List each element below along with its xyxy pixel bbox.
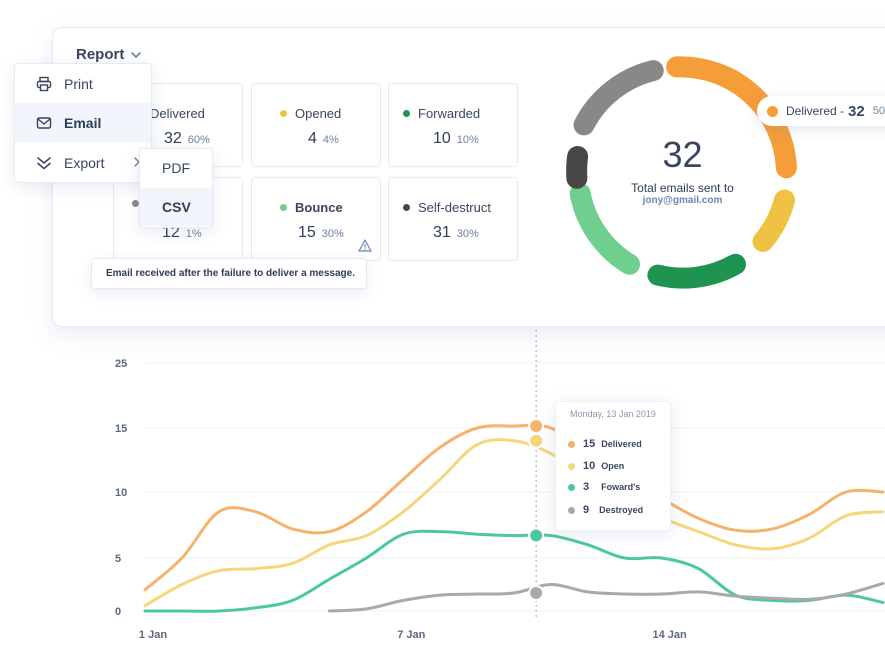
mail-icon	[36, 116, 52, 129]
stat-percent: 10%	[456, 134, 479, 146]
donut-segment-forwarded	[647, 253, 746, 289]
tooltip-date: Monday, 13 Jan 2019	[570, 409, 656, 419]
report-dropdown[interactable]: Report	[76, 46, 142, 63]
chart-tooltip: Monday, 13 Jan 2019 15 Delivered 10 Open…	[555, 401, 671, 531]
series-line-delivered	[143, 423, 885, 592]
donut-chart	[566, 56, 797, 289]
tooltip-value: 10	[583, 460, 596, 472]
pill-label: Delivered -	[786, 104, 845, 118]
tooltip-value: 3	[583, 481, 590, 493]
delivered-dot-icon	[767, 105, 778, 117]
donut-segment-self-destruct	[566, 146, 589, 189]
pill-percent: 50	[872, 105, 885, 117]
stat-card-opened[interactable]: Opened 4 4%	[251, 83, 381, 167]
x-tick-label: 14 Jan	[652, 629, 687, 641]
x-tick-label: 1 Jan	[139, 629, 167, 641]
menu-item-email[interactable]: Email	[15, 103, 151, 142]
y-tick-label: 15	[115, 423, 127, 435]
y-tick-label: 0	[115, 606, 121, 618]
stat-percent: 60%	[187, 134, 210, 146]
stat-label: Opened	[295, 106, 342, 121]
series-line-destroyed	[328, 581, 885, 613]
report-title: Report	[76, 46, 125, 63]
stat-value: 32	[164, 130, 182, 147]
stat-value: 12	[162, 224, 180, 241]
hover-marker[interactable]	[528, 432, 545, 449]
tooltip-label: Foward's	[601, 482, 641, 492]
delivered-pill: Delivered - 32 50	[757, 96, 885, 126]
stat-value: 31	[433, 224, 451, 241]
menu-item-print[interactable]: Print	[15, 64, 151, 103]
stat-card-bounce[interactable]: Bounce 15 30%	[251, 177, 381, 261]
donut-email: jony@gmail.com	[642, 195, 723, 206]
donut-segment-bounce	[569, 183, 640, 275]
delivered-dot-icon	[568, 440, 575, 448]
menu-item-label: Export	[64, 154, 105, 171]
donut-segment-opened	[752, 189, 795, 252]
report-menu: Print Email Export	[14, 63, 152, 183]
stat-percent: 4%	[322, 134, 339, 146]
export-submenu: PDF CSV	[139, 148, 213, 228]
stat-card-self-destruct[interactable]: Self-destruct 31 30%	[388, 177, 518, 261]
tooltip-label: Open	[601, 461, 625, 471]
stat-label: Bounce	[295, 200, 343, 215]
forwards-dot-icon	[568, 483, 575, 491]
x-tick-label: 7 Jan	[397, 629, 425, 641]
opened-dot-icon	[280, 110, 287, 117]
donut-segment-delivered	[666, 56, 797, 179]
export-icon	[37, 156, 51, 170]
printer-icon	[36, 76, 52, 91]
export-csv-option[interactable]: CSV	[140, 188, 212, 226]
donut-total: 32	[662, 134, 703, 175]
menu-item-label: Print	[64, 75, 93, 92]
tooltip-value: 9	[583, 504, 590, 516]
forwarded-dot-icon	[403, 110, 410, 117]
warning-icon[interactable]	[358, 239, 372, 252]
tooltip-row-destroyed: 9 Destroyed	[568, 504, 643, 516]
open-dot-icon	[568, 462, 575, 470]
tooltip-row-delivered: 15 Delivered	[568, 438, 642, 450]
tooltip-value: 15	[583, 438, 596, 450]
hover-marker[interactable]	[528, 418, 545, 435]
export-pdf-option[interactable]: PDF	[162, 160, 190, 176]
stat-label: Delivered	[150, 106, 205, 121]
y-tick-label: 25	[115, 358, 127, 370]
y-tick-label: 10	[115, 487, 127, 499]
tooltip-row-open: 10 Open	[568, 460, 624, 472]
series-line-foward-s	[143, 529, 885, 613]
tooltip-label: Delivered	[601, 439, 642, 449]
self-destruct-dot-icon	[403, 204, 410, 211]
y-tick-label: 5	[115, 553, 121, 565]
stat-value: 4	[308, 130, 317, 147]
destroyed-dot-icon	[568, 506, 575, 514]
stat-label: Self-destruct	[418, 200, 491, 215]
bounce-dot-icon	[280, 204, 287, 211]
stat-percent: 30%	[321, 228, 344, 240]
stat-percent: 30%	[456, 228, 479, 240]
pill-value: 32	[848, 102, 865, 120]
stat-value: 15	[298, 224, 316, 241]
tooltip-label: Destroyed	[599, 505, 644, 515]
stat-card-forwarded[interactable]: Forwarded 10 10%	[388, 83, 518, 167]
tooltip-row-forwards: 3 Foward's	[568, 481, 640, 493]
stat-value: 10	[433, 130, 451, 147]
donut-subtitle: Total emails sent to	[631, 181, 734, 195]
stat-label: Forwarded	[418, 106, 481, 121]
hover-marker[interactable]	[528, 584, 545, 601]
stat-percent: 1%	[185, 228, 202, 240]
donut-segment-other	[573, 60, 664, 136]
series-line-open	[143, 438, 885, 608]
hover-marker[interactable]	[528, 527, 545, 544]
menu-item-export[interactable]: Export	[15, 143, 151, 182]
gray-dot-icon	[132, 200, 139, 207]
bounce-tooltip: Email received after the failure to deli…	[91, 258, 367, 289]
chevron-down-icon	[131, 51, 142, 58]
menu-item-label: Email	[64, 114, 102, 131]
